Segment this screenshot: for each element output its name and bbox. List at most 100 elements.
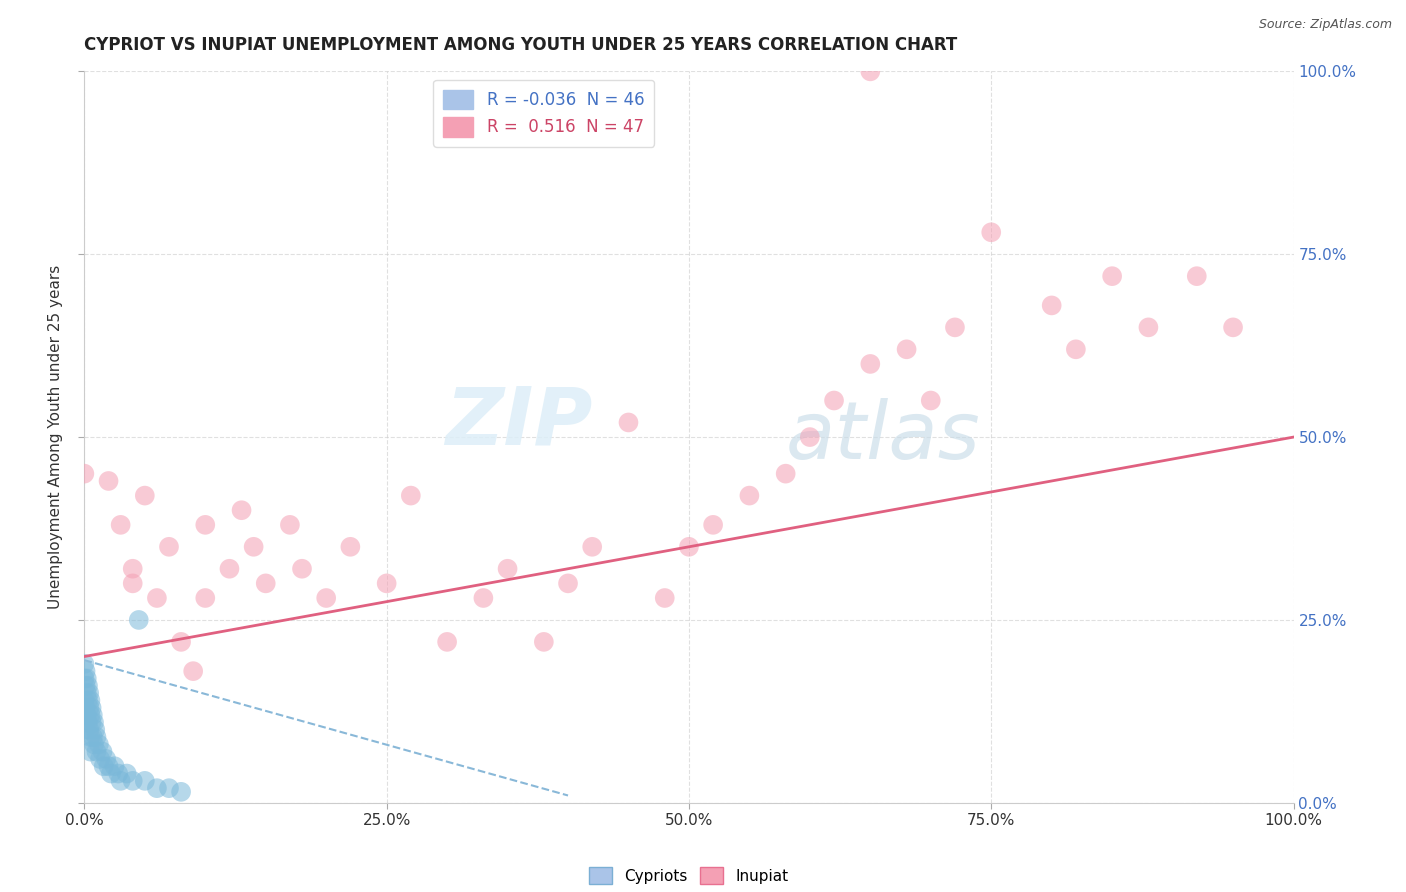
- Point: [170, 785, 193, 799]
- Point: [79, 745, 101, 759]
- Text: atlas: atlas: [786, 398, 980, 476]
- Point: [859, 64, 882, 78]
- Point: [79, 693, 101, 707]
- Point: [194, 591, 217, 605]
- Legend: Cypriots, Inupiat: Cypriots, Inupiat: [583, 862, 794, 890]
- Point: [79, 730, 101, 744]
- Point: [77, 700, 100, 714]
- Point: [97, 759, 120, 773]
- Point: [80, 700, 103, 714]
- Point: [170, 635, 193, 649]
- Point: [1101, 269, 1123, 284]
- Point: [146, 591, 169, 605]
- Point: [896, 343, 918, 357]
- Point: [82, 730, 104, 744]
- Point: [73, 693, 96, 707]
- Point: [75, 679, 97, 693]
- Point: [134, 489, 156, 503]
- Point: [702, 517, 724, 532]
- Point: [128, 613, 150, 627]
- Point: [93, 759, 115, 773]
- Point: [399, 489, 422, 503]
- Text: Source: ZipAtlas.com: Source: ZipAtlas.com: [1258, 18, 1392, 31]
- Point: [121, 562, 143, 576]
- Point: [83, 737, 105, 751]
- Point: [678, 540, 700, 554]
- Point: [73, 672, 96, 686]
- Point: [134, 773, 156, 788]
- Point: [218, 562, 240, 576]
- Point: [121, 773, 143, 788]
- Point: [104, 759, 127, 773]
- Point: [73, 467, 96, 481]
- Y-axis label: Unemployment Among Youth under 25 years: Unemployment Among Youth under 25 years: [48, 265, 63, 609]
- Point: [254, 576, 277, 591]
- Point: [375, 576, 398, 591]
- Point: [83, 715, 105, 730]
- Point: [94, 752, 117, 766]
- Point: [738, 489, 761, 503]
- Point: [86, 730, 108, 744]
- Point: [1185, 269, 1208, 284]
- Point: [76, 672, 98, 686]
- Point: [82, 708, 104, 723]
- Point: [97, 474, 120, 488]
- Point: [1064, 343, 1087, 357]
- Point: [75, 664, 97, 678]
- Point: [654, 591, 676, 605]
- Point: [77, 679, 100, 693]
- Point: [76, 708, 98, 723]
- Point: [980, 225, 1002, 239]
- Text: ZIP: ZIP: [444, 384, 592, 461]
- Point: [100, 766, 122, 780]
- Point: [943, 320, 966, 334]
- Point: [157, 781, 180, 796]
- Point: [859, 357, 882, 371]
- Point: [339, 540, 361, 554]
- Point: [581, 540, 603, 554]
- Point: [291, 562, 314, 576]
- Point: [920, 393, 942, 408]
- Point: [181, 664, 204, 678]
- Point: [242, 540, 264, 554]
- Point: [278, 517, 301, 532]
- Point: [80, 715, 103, 730]
- Point: [775, 467, 797, 481]
- Point: [87, 737, 110, 751]
- Point: [110, 773, 132, 788]
- Point: [231, 503, 253, 517]
- Point: [799, 430, 821, 444]
- Point: [617, 416, 640, 430]
- Point: [77, 686, 100, 700]
- Point: [75, 700, 97, 714]
- Point: [146, 781, 169, 796]
- Point: [79, 708, 101, 723]
- Point: [533, 635, 555, 649]
- Point: [121, 576, 143, 591]
- Point: [1222, 320, 1244, 334]
- Point: [436, 635, 458, 649]
- Point: [557, 576, 579, 591]
- Point: [86, 745, 108, 759]
- Point: [77, 715, 100, 730]
- Point: [76, 686, 98, 700]
- Point: [107, 766, 129, 780]
- Point: [823, 393, 845, 408]
- Point: [91, 745, 114, 759]
- Point: [194, 517, 217, 532]
- Point: [315, 591, 337, 605]
- Point: [472, 591, 495, 605]
- Point: [89, 752, 111, 766]
- Point: [73, 657, 96, 671]
- Point: [75, 723, 97, 737]
- Point: [77, 723, 100, 737]
- Point: [496, 562, 519, 576]
- Text: CYPRIOT VS INUPIAT UNEMPLOYMENT AMONG YOUTH UNDER 25 YEARS CORRELATION CHART: CYPRIOT VS INUPIAT UNEMPLOYMENT AMONG YO…: [84, 36, 957, 54]
- Point: [115, 766, 138, 780]
- Point: [84, 723, 107, 737]
- Point: [77, 693, 100, 707]
- Point: [1040, 298, 1063, 312]
- Point: [1137, 320, 1160, 334]
- Point: [157, 540, 180, 554]
- Point: [110, 517, 132, 532]
